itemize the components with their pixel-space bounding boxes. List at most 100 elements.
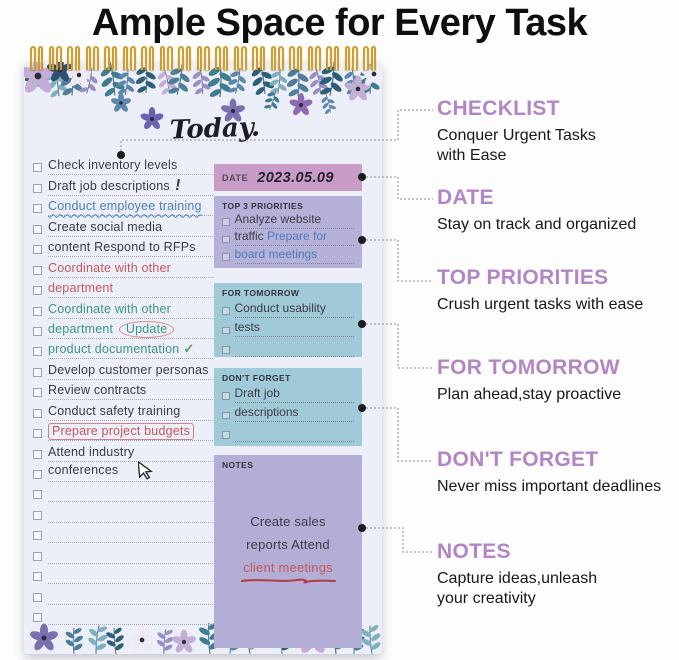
checkbox-icon <box>33 449 42 459</box>
checklist-line <box>48 603 213 605</box>
checklist-line: Coordinate with other <box>48 301 213 319</box>
section-row: board meetings <box>222 246 354 264</box>
handwritten-text: Draft job <box>234 385 280 400</box>
annotation-notes: NOTES Capture ideas,unleash your creativ… <box>437 540 679 610</box>
section-line: Analyze website <box>234 211 354 229</box>
checkbox-icon <box>222 253 230 261</box>
checkbox-icon <box>222 392 230 400</box>
handwritten-text: Create sales <box>250 514 326 529</box>
section-row: traffic Prepare for <box>222 229 354 246</box>
spiral-ring <box>307 46 321 72</box>
section-row: tests <box>222 318 354 337</box>
section-line <box>234 355 354 357</box>
spiral-ring <box>48 46 62 72</box>
checkbox-icon <box>33 224 42 234</box>
checklist-row: content Respond to RFPs <box>33 237 213 258</box>
section-line: traffic Prepare for <box>234 229 354 246</box>
notepad-header-today: Today. <box>169 112 261 146</box>
checklist-line: department <box>48 280 213 299</box>
notes-line: Create sales <box>222 510 354 533</box>
checkbox-icon <box>33 265 42 275</box>
handwritten-text: conferences <box>48 463 119 477</box>
spiral-ring <box>252 46 265 72</box>
checklist-row <box>33 584 213 605</box>
section-for-tomorrow: FOR TOMORROW Conduct usability tests <box>214 283 362 357</box>
checklist-row: Conduct safety training <box>33 400 213 421</box>
checklist-row: department Update <box>33 319 213 339</box>
section-row <box>222 422 354 442</box>
spiral-ring <box>122 46 136 72</box>
checklist-line: content Respond to RFPs <box>48 239 213 258</box>
annotation-desc: Never miss important deadlines <box>437 478 662 495</box>
section-line: descriptions <box>234 405 354 422</box>
annotation-top-priorities: TOP PRIORITIES Crush urgent tasks with e… <box>437 266 679 315</box>
section-rows: Draft job descriptions <box>222 383 354 442</box>
checklist-line: conferences <box>48 461 213 482</box>
checklist-line <box>48 623 213 626</box>
spiral-binding <box>30 46 376 74</box>
section-row <box>222 337 354 357</box>
checklist-row: Attend industry <box>33 441 213 462</box>
checkbox-icon <box>33 510 42 520</box>
handwritten-text: content Respond to RFPs <box>48 240 196 255</box>
checkbox-icon <box>33 531 42 541</box>
checkbox-icon <box>33 163 42 173</box>
handwritten-text: Analyze website <box>234 211 322 226</box>
checkbox-icon <box>33 429 42 439</box>
handwritten-text: Develop customer personas <box>48 362 209 377</box>
checkbox-icon <box>222 307 230 315</box>
spiral-ring <box>270 46 284 72</box>
handwritten-text: Coordinate with other <box>48 301 172 316</box>
spiral-ring <box>104 46 117 72</box>
underline-squiggle-icon <box>241 579 336 584</box>
checklist-line: Conduct employee training <box>48 198 213 217</box>
annotation-desc: Crush urgent tasks with ease <box>437 296 644 313</box>
checklist-row: department <box>33 278 213 299</box>
notes-content: Create sales reports Attend client meeting… <box>222 510 354 584</box>
checkbox-icon <box>33 592 42 602</box>
section-row: Conduct usability <box>222 298 354 318</box>
notes-line: client meetings <box>222 556 354 584</box>
notepad-paper: Today. Check inventory levels Draft job d… <box>24 62 382 654</box>
checklist-line <box>48 500 213 503</box>
spiral-ring <box>215 46 228 72</box>
checklist-line: department Update <box>48 320 213 339</box>
checklist-row: Draft job descriptions! <box>33 175 213 196</box>
checklist-line <box>48 582 213 585</box>
handwritten-text: Create social media <box>48 219 163 234</box>
handwritten-text: Coordinate with other <box>48 260 172 275</box>
checkbox-icon <box>33 388 42 398</box>
annotation-desc: Stay on track and organized <box>437 216 637 233</box>
checkbox-icon <box>222 218 230 226</box>
spiral-ring <box>159 46 173 72</box>
section-dont-forget: DON'T FORGET Draft job descriptions <box>214 368 362 446</box>
annotation-date: DATE Stay on track and organized <box>437 186 679 235</box>
spiral-ring <box>344 46 358 72</box>
annotation-heading: FOR TOMORROW <box>437 356 620 379</box>
checkbox-icon <box>33 572 42 582</box>
checklist-row <box>33 482 213 503</box>
date-label: DATE <box>222 172 249 183</box>
handwritten-text: product documentation <box>48 342 180 357</box>
date-bar: DATE 2023.05.09 <box>214 164 362 191</box>
notepad: Today. Check inventory levels Draft job d… <box>22 46 384 654</box>
checkbox-icon <box>33 367 42 377</box>
section-label: FOR TOMORROW <box>222 288 300 298</box>
handwritten-text: Check inventory levels <box>48 158 178 173</box>
checkbox-icon <box>222 411 230 419</box>
section-line: Draft job <box>234 385 354 403</box>
checklist-line: Create social media <box>48 219 213 237</box>
annotation-desc: Plan ahead,stay proactive <box>437 386 622 403</box>
section-row: Draft job <box>222 383 354 403</box>
checklist-row: conferences <box>33 461 213 482</box>
checkbox-icon <box>33 326 42 336</box>
checklist-line <box>48 562 213 564</box>
handwritten-text: Review contracts <box>48 383 147 398</box>
page-title: Ample Space for Every Task <box>91 2 588 44</box>
checkbox-icon <box>33 551 42 561</box>
checklist-line: Develop customer personas <box>48 362 213 380</box>
checkbox-icon <box>222 346 230 354</box>
checklist-row: Coordinate with other <box>33 298 213 319</box>
annotation-for-tomorrow: FOR TOMORROW Plan ahead,stay proactive <box>437 356 679 405</box>
